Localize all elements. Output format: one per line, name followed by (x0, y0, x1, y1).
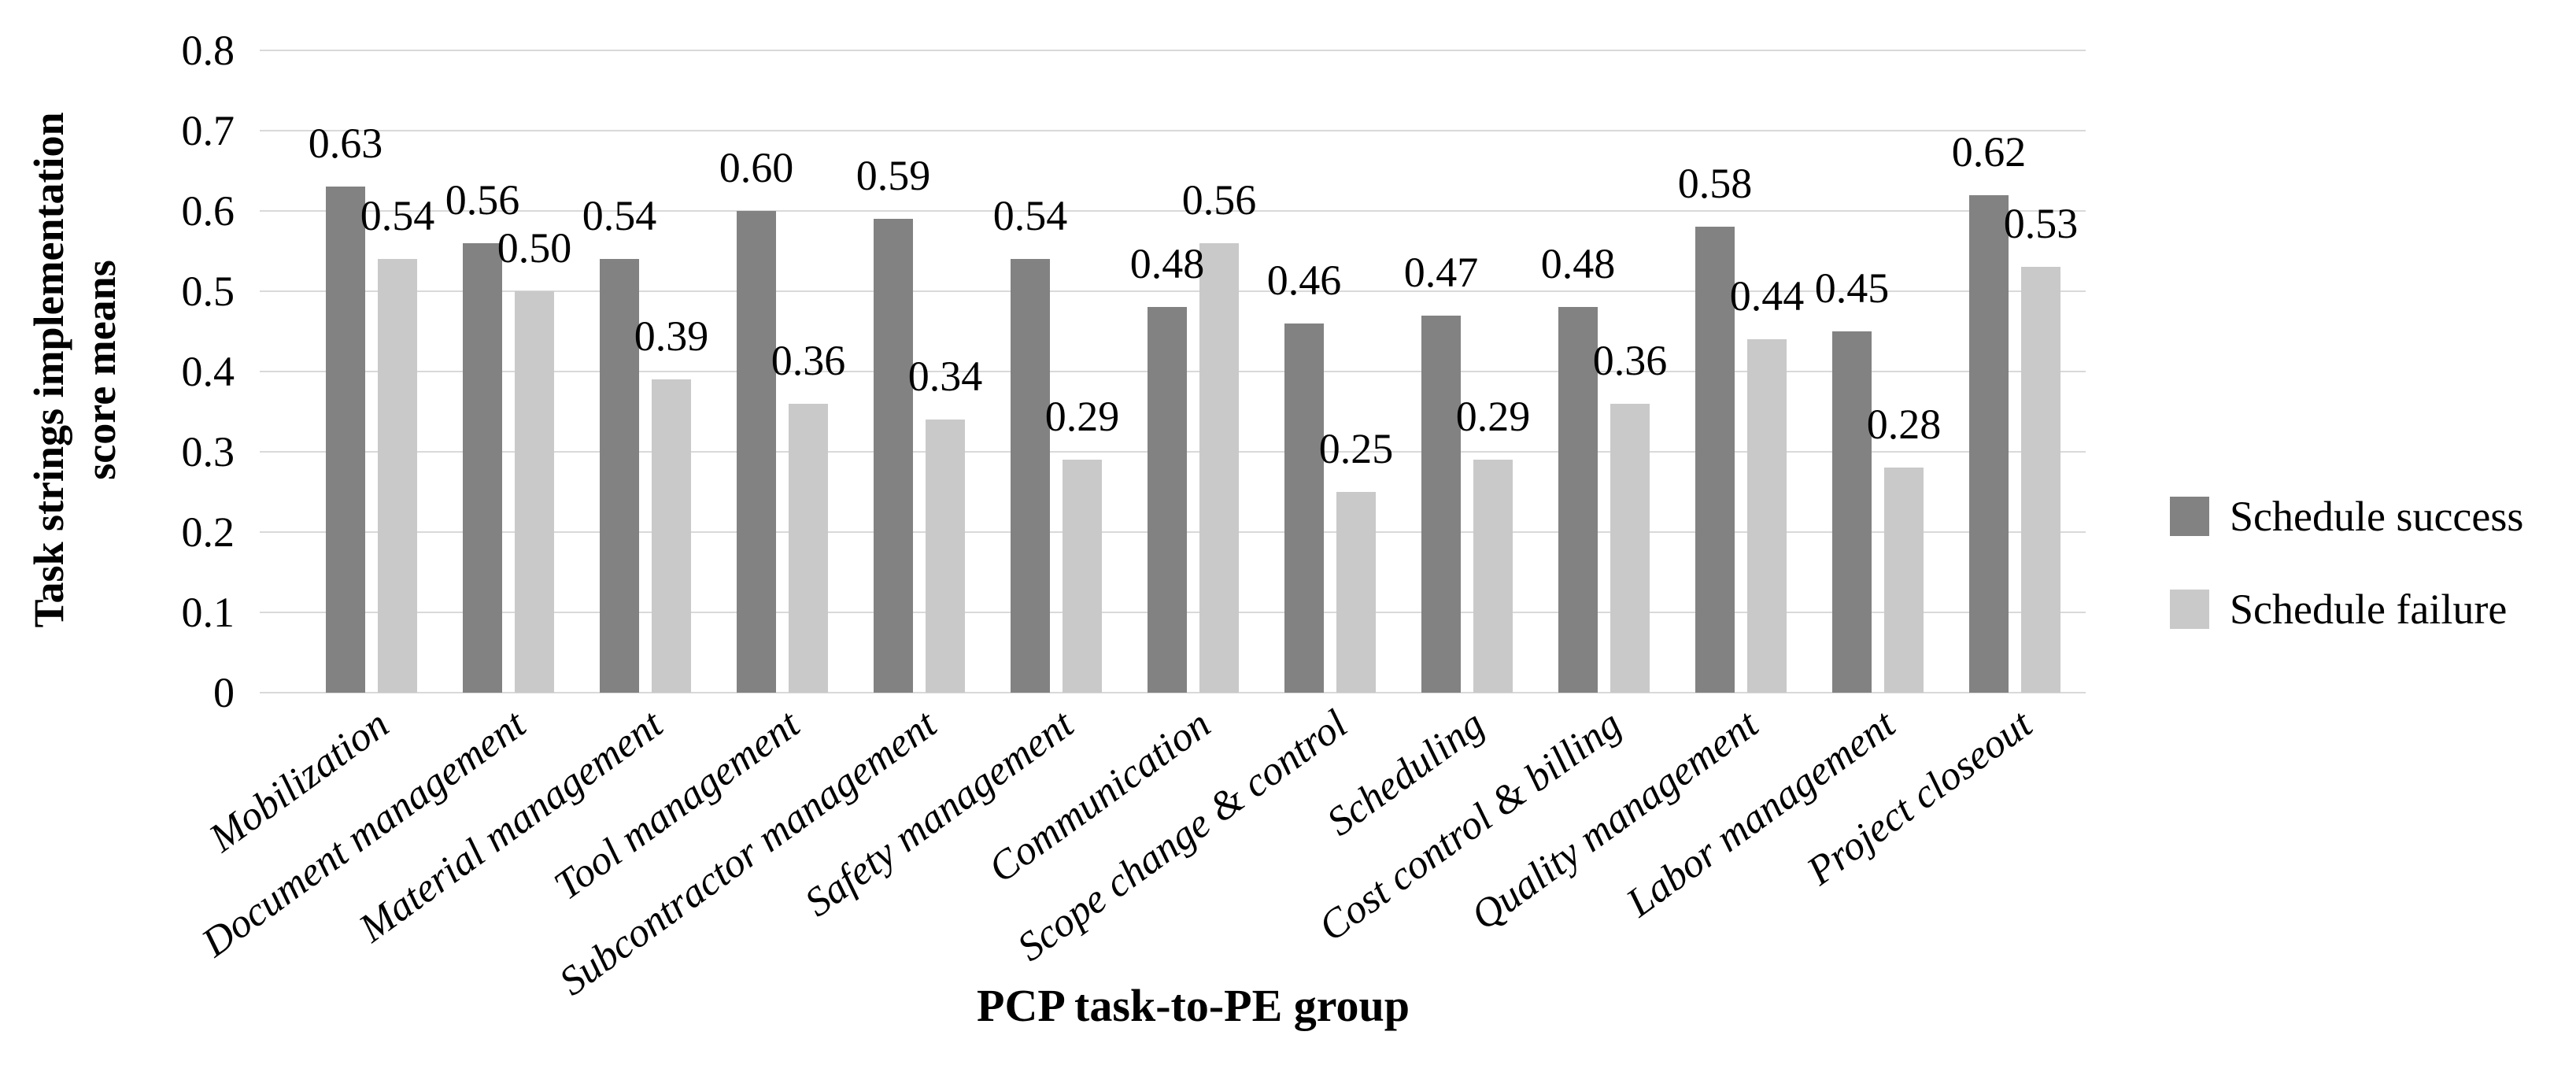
bar-value-label: 0.29 (1044, 393, 1120, 440)
bar-value-label: 0.48 (1540, 240, 1616, 287)
bar-value-label: 0.53 (2003, 200, 2079, 247)
bar-value-label: 0.44 (1729, 272, 1805, 320)
bar-schedule-success (600, 259, 639, 693)
y-tick-label: 0 (213, 669, 235, 716)
bar-schedule-failure (1336, 492, 1376, 693)
bar-value-label: 0.28 (1866, 401, 1942, 448)
bar-schedule-failure (1063, 460, 1102, 693)
bar-schedule-failure (515, 291, 554, 693)
bar-schedule-success (463, 243, 502, 693)
bar-schedule-success (737, 211, 776, 693)
legend-label-schedule-failure: Schedule failure (2230, 586, 2508, 633)
legend-item-schedule-success: Schedule success (2170, 493, 2524, 540)
bar-value-label: 0.56 (445, 176, 520, 224)
bar-value-label: 0.54 (582, 192, 657, 239)
bar-schedule-success (874, 219, 913, 693)
bar-schedule-success (1421, 316, 1461, 693)
x-category-label: Mobilization (201, 701, 397, 861)
legend-swatch-schedule-success-icon (2170, 497, 2209, 536)
bar-schedule-failure (1473, 460, 1513, 693)
legend-swatch-schedule-failure-icon (2170, 590, 2209, 629)
bar-schedule-failure (1199, 243, 1239, 693)
y-tick-label: 0.2 (181, 508, 235, 556)
y-tick-label: 0.3 (181, 428, 235, 475)
bar-value-label: 0.62 (1951, 128, 2027, 176)
bar-value-label: 0.34 (907, 353, 983, 400)
gridline (260, 50, 2086, 51)
bar-schedule-success (1148, 307, 1187, 693)
bar-value-label: 0.36 (1592, 337, 1668, 384)
bar-schedule-failure (652, 379, 691, 693)
y-tick-label: 0.7 (181, 107, 235, 154)
gridline (260, 210, 2086, 212)
bar-schedule-failure (1610, 404, 1650, 693)
bar-value-label: 0.63 (308, 120, 383, 167)
bar-value-label: 0.48 (1129, 240, 1205, 287)
y-tick-label: 0.6 (181, 187, 235, 235)
bar-value-label: 0.39 (634, 312, 709, 360)
bar-value-label: 0.54 (992, 192, 1068, 239)
bar-schedule-failure (1884, 468, 1924, 693)
gridline (260, 290, 2086, 292)
y-tick-label: 0.4 (181, 348, 235, 395)
bar-value-label: 0.58 (1677, 160, 1753, 207)
gridline (260, 692, 2086, 693)
bar-value-label: 0.36 (771, 337, 846, 384)
bar-schedule-success (1832, 331, 1872, 693)
bar-schedule-success (1695, 227, 1735, 693)
bar-value-label: 0.25 (1318, 425, 1394, 472)
legend-label-schedule-success: Schedule success (2230, 493, 2524, 540)
bar-schedule-success (326, 187, 365, 693)
bar-schedule-failure (2021, 267, 2060, 693)
bar-value-label: 0.46 (1266, 257, 1342, 304)
bar-schedule-failure (926, 420, 965, 693)
bar-schedule-success (1558, 307, 1598, 693)
bar-schedule-failure (789, 404, 828, 693)
bar-value-label: 0.59 (856, 152, 931, 199)
bar-value-label: 0.45 (1814, 264, 1890, 312)
bar-value-label: 0.54 (360, 192, 435, 239)
bar-schedule-success (1011, 259, 1050, 693)
y-tick-label: 0.8 (181, 27, 235, 74)
bar-schedule-success (1969, 195, 2009, 693)
bar-value-label: 0.60 (719, 144, 794, 191)
legend-item-schedule-failure: Schedule failure (2170, 586, 2508, 633)
bar-value-label: 0.29 (1455, 393, 1531, 440)
y-tick-label: 0.1 (181, 589, 235, 636)
bar-value-label: 0.56 (1181, 176, 1257, 224)
bar-schedule-failure (1747, 339, 1787, 693)
bar-value-label: 0.47 (1403, 249, 1479, 296)
y-axis-title-line1: Task strings implementation (25, 112, 72, 628)
bar-value-label: 0.50 (497, 224, 572, 272)
bar-schedule-success (1284, 324, 1324, 693)
x-axis-title: PCP task-to-PE group (977, 980, 1410, 1031)
bar-schedule-failure (378, 259, 417, 693)
y-tick-label: 0.5 (181, 268, 235, 315)
gridline (260, 130, 2086, 131)
